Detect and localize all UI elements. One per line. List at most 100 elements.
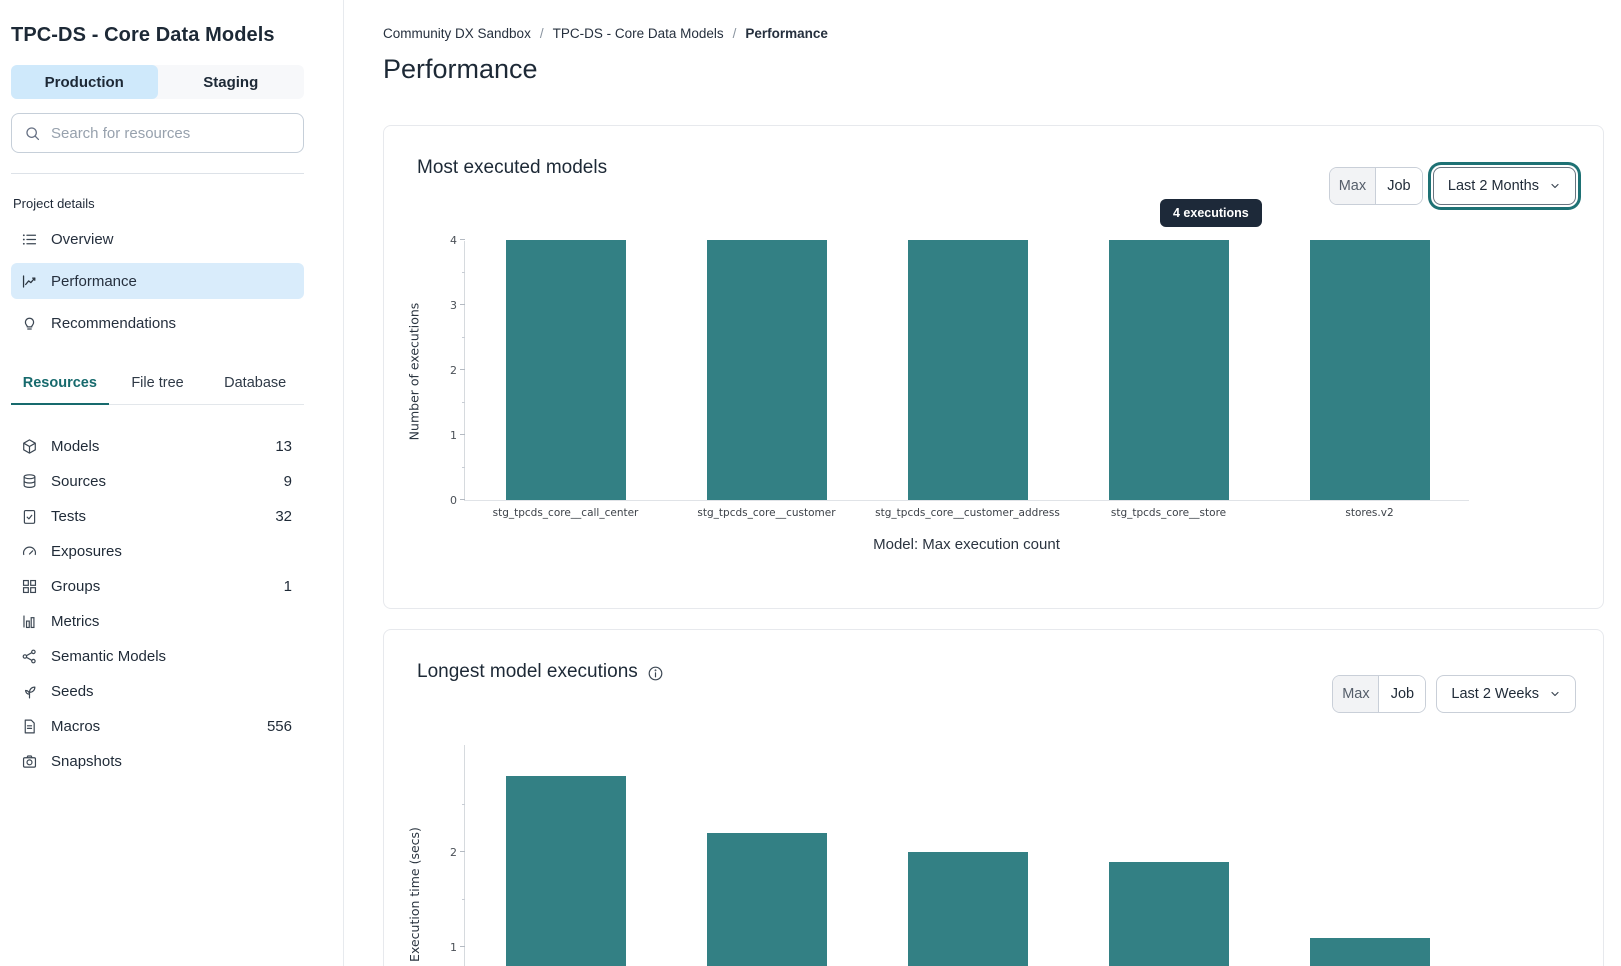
resource-row-seeds[interactable]: Seeds [11,674,304,709]
resource-row-groups[interactable]: Groups 1 [11,569,304,604]
resource-search[interactable] [11,113,304,153]
breadcrumb-project[interactable]: TPC-DS - Core Data Models [552,26,724,41]
search-icon [24,125,41,142]
main-content: Community DX Sandbox / TPC-DS - Core Dat… [345,0,1621,966]
tab-resources[interactable]: Resources [11,375,109,405]
resource-row-semantic-models[interactable]: Semantic Models [11,639,304,674]
camera-icon [21,753,38,770]
chart-bar[interactable] [907,240,1028,500]
longest-model-executions-card: Longest model executions Max Job Last 2 … [383,629,1604,966]
y-tick-label: 4 [450,234,457,247]
max-toggle-button[interactable]: Max [1329,168,1376,204]
y-tick-label: 1 [450,429,457,442]
resource-row-exposures[interactable]: Exposures [11,534,304,569]
resource-label: Tests [51,508,87,525]
y-minor-tick-mark [462,336,465,338]
line-chart-icon [21,273,38,290]
nav-label: Recommendations [51,314,177,332]
chart-bar[interactable] [505,240,626,500]
project-details-label: Project details [13,196,95,211]
resource-label: Models [51,438,100,455]
chart-bar[interactable] [1108,861,1229,966]
search-input[interactable] [51,124,291,142]
y-tick-mark [460,499,465,500]
chart-bar[interactable] [505,776,626,966]
breadcrumb-separator: / [539,26,544,41]
resource-label: Sources [51,473,107,490]
y-minor-tick-mark [462,803,465,805]
y-minor-tick-mark [462,401,465,403]
max-toggle-button[interactable]: Max [1333,676,1380,712]
chart-bar[interactable] [907,852,1028,966]
y-axis-title: Number of executions [406,302,422,440]
chart-bar[interactable] [706,833,827,966]
clipboard-check-icon [21,508,38,525]
chart-controls: Max Job Last 2 Months [1328,167,1576,205]
lightbulb-icon [21,315,38,332]
most-executed-models-card: Most executed models Max Job Last 2 Mont… [383,125,1604,609]
resource-label: Exposures [51,543,122,560]
y-minor-tick-mark [462,271,465,273]
breadcrumb-separator: / [732,26,737,41]
sidebar-item-performance[interactable]: Performance [11,263,304,299]
resource-row-metrics[interactable]: Metrics [11,604,304,639]
environment-tab-production[interactable]: Production [11,65,158,99]
longest-model-executions-plot: 012 [450,745,1469,966]
resource-label: Semantic Models [51,648,167,665]
job-toggle-button[interactable]: Job [1375,168,1422,204]
tab-database[interactable]: Database [224,375,287,391]
sidebar-item-recommendations[interactable]: Recommendations [11,305,304,341]
chevron-down-icon [1549,180,1561,192]
date-range-select[interactable]: Last 2 Weeks [1436,675,1576,713]
chart-bar[interactable] [706,240,827,500]
resource-label: Snapshots [51,753,122,770]
chart-bar[interactable] [1309,937,1430,966]
x-tick-label: stg_tpcds_core__store [1110,507,1227,519]
environment-tab-staging[interactable]: Staging [158,65,305,99]
chart-title-text: Most executed models [417,157,608,178]
database-icon [21,473,38,490]
y-tick-label: 3 [450,299,457,312]
date-range-value: Last 2 Months [1447,178,1539,194]
resource-count: 32 [275,508,292,525]
resource-row-tests[interactable]: Tests 32 [11,499,304,534]
resource-count: 9 [283,473,292,490]
resource-label: Groups [51,578,101,595]
resource-list: Models 13 Sources 9 Tests 32 Exposures G… [11,429,304,779]
nav-label: Overview [51,230,114,248]
resource-count: 556 [266,718,292,735]
tab-file-tree[interactable]: File tree [131,375,184,391]
chart-title: Most executed models [417,157,607,179]
info-icon[interactable] [647,665,664,682]
gauge-icon [21,543,38,560]
sidebar: TPC-DS - Core Data Models Production Sta… [0,0,344,966]
y-minor-tick-mark [462,466,465,468]
chart-tooltip: 4 executions [1160,199,1262,227]
resource-row-models[interactable]: Models 13 [11,429,304,464]
chart-bar[interactable] [1108,240,1229,500]
sidebar-tabs: Resources File tree Database [11,375,304,405]
document-icon [21,718,38,735]
chevron-down-icon [1549,688,1561,700]
x-axis-title: Model: Max execution count [873,536,1060,553]
share-network-icon [21,648,38,665]
y-tick-mark [460,946,465,947]
job-toggle-button[interactable]: Job [1379,676,1426,712]
breadcrumb-account[interactable]: Community DX Sandbox [383,26,531,41]
resource-count: 13 [275,438,292,455]
y-tick-mark [460,239,465,240]
resource-label: Macros [51,718,101,735]
nav-label: Performance [51,272,137,290]
sidebar-item-overview[interactable]: Overview [11,221,304,257]
aggregation-toggle: Max Job [1332,675,1427,713]
chart-title: Longest model executions [417,661,664,683]
resource-count: 1 [283,578,292,595]
resource-row-macros[interactable]: Macros 556 [11,709,304,744]
chart-bar[interactable] [1309,240,1430,500]
chart-controls: Max Job Last 2 Weeks [1332,675,1576,713]
resource-row-sources[interactable]: Sources 9 [11,464,304,499]
date-range-select[interactable]: Last 2 Months [1432,167,1576,205]
resource-label: Metrics [51,613,100,630]
x-tick-label: stores.v2 [1345,507,1394,519]
resource-row-snapshots[interactable]: Snapshots [11,744,304,779]
